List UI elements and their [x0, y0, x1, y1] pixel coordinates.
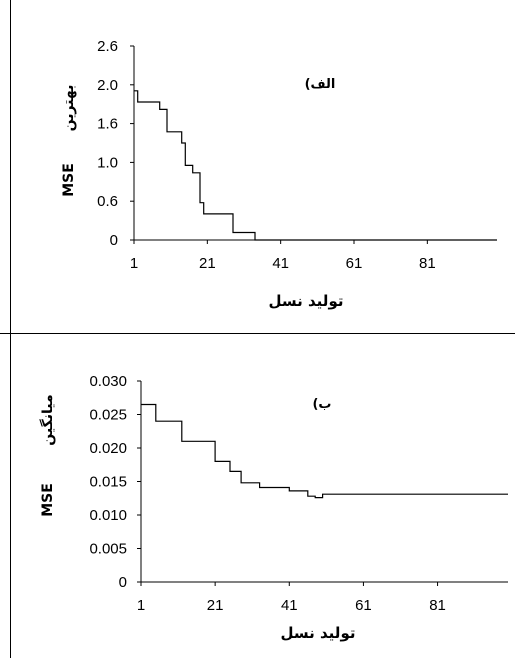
- x-tick-label: 21: [199, 255, 216, 272]
- x-tick-label: 1: [130, 255, 138, 272]
- y-tick-label: 0.030: [89, 373, 127, 390]
- x-tick-label: 41: [272, 255, 289, 272]
- x-tick-label: 61: [346, 255, 363, 272]
- y-tick-label: 0: [110, 232, 118, 249]
- x-tick-label: 41: [281, 597, 298, 614]
- x-tick-label: 81: [429, 597, 446, 614]
- y-tick-label: 0.010: [89, 507, 127, 524]
- y-tick-label: 0.025: [89, 407, 127, 424]
- y-axis-label-fa: میانگین: [39, 394, 56, 445]
- y-tick-label: 0: [119, 574, 127, 591]
- x-axis-label: تولید نسل: [269, 292, 344, 310]
- series-line: [141, 403, 508, 499]
- y-tick-label: 1.6: [97, 116, 118, 133]
- panel-b: 0 0.005 0.010 0.015 0.020 0.025 0.030 1 21 41 61 81…: [39, 373, 508, 642]
- panel-a: 0 0.6 1.0 1.6 2.0 2.6 1 21 41 61 81 تولید نسل MSE بهت…: [61, 38, 497, 310]
- y-tick-label: 0.015: [89, 474, 127, 491]
- x-tick-label: 81: [419, 255, 436, 272]
- y-tick-label: 2.0: [97, 77, 118, 94]
- panel-label: ب): [312, 397, 331, 412]
- y-tick-label: 2.6: [97, 38, 118, 55]
- series-line: [134, 90, 497, 241]
- y-tick-label: 1.0: [97, 154, 118, 171]
- y-axis-label-en: MSE: [40, 483, 56, 517]
- y-axis-label-en: MSE: [61, 163, 77, 197]
- y-tick-label: 0.6: [97, 193, 118, 210]
- x-tick-label: 21: [207, 597, 224, 614]
- y-tick-label: 0.005: [89, 541, 127, 558]
- x-tick-label: 61: [355, 597, 372, 614]
- x-tick-label: 1: [137, 597, 145, 614]
- y-tick-label: 0.020: [89, 440, 127, 457]
- panel-label: الف): [305, 77, 336, 92]
- y-axis-label-fa: بهترین: [61, 85, 77, 132]
- x-axis-label: تولید نسل: [281, 624, 356, 642]
